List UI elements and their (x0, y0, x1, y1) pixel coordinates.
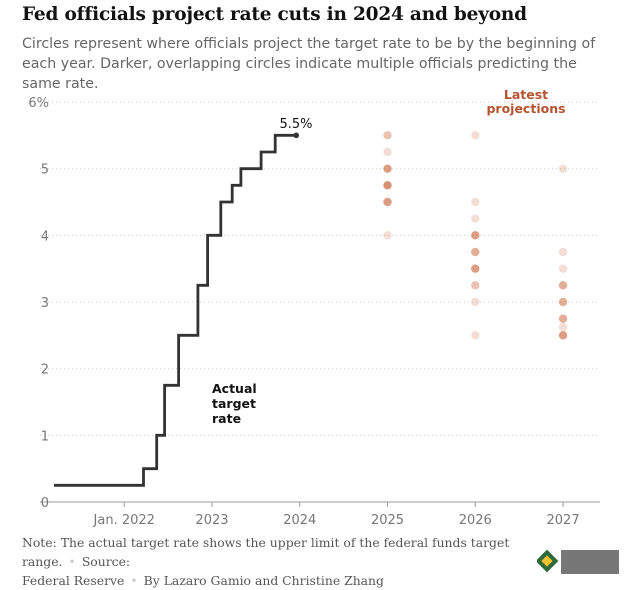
y-tick-label: 2 (41, 363, 49, 378)
x-tick-label: Jan. 2022 (93, 513, 155, 528)
y-tick-label: 4 (41, 229, 49, 244)
projection-dot (471, 131, 480, 140)
source-label: Source: (81, 554, 131, 569)
chart-canvas: 0 1 2 3 4 5 6% Jan. 2022 2023 2024 2025 2026 2027 5.… (28, 87, 600, 528)
y-tick-label: 1 (41, 429, 49, 444)
projection-dot (558, 264, 568, 273)
projection-dot (383, 181, 392, 190)
label-line: Actual (212, 381, 257, 396)
y-tick-label: 3 (41, 296, 49, 311)
projection-dot (471, 264, 480, 273)
end-value-label: 5.5% (279, 117, 312, 132)
projection-dot (383, 131, 392, 140)
projection-dots (383, 131, 568, 340)
chart-note: Note: The actual target rate shows the u… (22, 533, 612, 590)
x-tick-label: 2025 (371, 513, 404, 528)
actual-rate-label: Actual target rate (212, 381, 257, 426)
y-tick-label: 6% (28, 96, 49, 111)
projection-dot (383, 147, 392, 157)
projection-dot (558, 297, 568, 307)
x-tick-label: 2026 (459, 513, 492, 528)
label-line: rate (212, 411, 241, 426)
projection-dot (558, 281, 568, 290)
actual-rate-end-point (293, 132, 300, 139)
projection-dot (558, 331, 568, 340)
actual-rate-series (54, 132, 300, 487)
label-line: target (212, 396, 256, 411)
x-tick-label: 2023 (195, 513, 228, 528)
y-tick-label: 0 (41, 496, 49, 511)
x-tick-label: 2027 (547, 513, 580, 528)
y-tick-label: 5 (41, 163, 49, 178)
label-line: projections (486, 101, 565, 116)
projection-dot (471, 231, 480, 240)
label-line: Latest (504, 87, 548, 102)
projection-dot (471, 297, 480, 307)
projection-dot (471, 281, 480, 290)
x-tick-label: 2024 (283, 513, 316, 528)
chart-title: Fed officials project rate cuts in 2024 … (22, 4, 527, 25)
projection-dot (383, 197, 392, 207)
projection-dot (471, 247, 480, 257)
annotation-layer: 5.5% Actual target rate Latest projections (212, 87, 566, 426)
projection-dot (558, 322, 568, 332)
axis-layer: 0 1 2 3 4 5 6% Jan. 2022 2023 2024 2025 2026 2027 (28, 96, 600, 528)
actual-rate-line (54, 133, 297, 487)
watermark-logo (537, 549, 619, 574)
projection-dot (558, 314, 568, 323)
projection-dot (558, 164, 568, 173)
chart-subtitle: Circles represent where officials projec… (22, 36, 596, 92)
projection-dot (471, 214, 480, 223)
separator-dot: • (68, 554, 76, 569)
latest-projections-label: Latest projections (486, 87, 565, 116)
projection-dot (471, 197, 480, 207)
projection-dot (471, 331, 480, 340)
note-text: Note: The actual target rate shows the u… (22, 535, 510, 569)
projection-dot (383, 231, 392, 240)
projection-dot (558, 247, 568, 257)
projection-dot (383, 164, 392, 173)
